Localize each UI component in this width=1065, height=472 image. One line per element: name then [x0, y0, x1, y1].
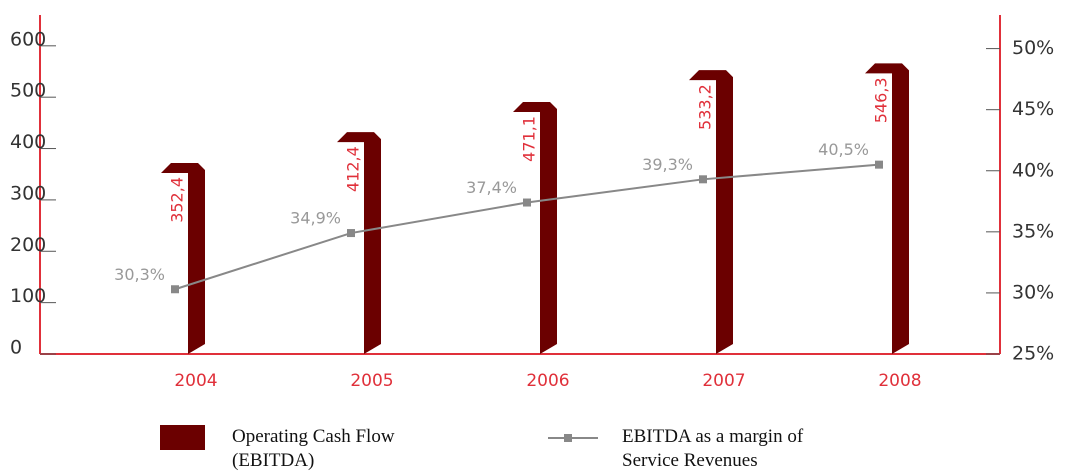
- line: [174, 163, 880, 291]
- y-tick-label: 0: [10, 337, 22, 359]
- line-value-label: 30,3%: [114, 265, 165, 284]
- y-tick-label: 300: [10, 182, 46, 204]
- line-marker: [875, 160, 883, 169]
- line-marker: [171, 285, 179, 294]
- bar: [513, 102, 557, 354]
- y-tick-label: 600: [10, 28, 46, 50]
- legend-label: EBITDA as a margin of Service Revenues: [622, 426, 804, 471]
- bar-value-label: 412,4: [344, 146, 363, 192]
- y2-tick-label: 45%: [1012, 98, 1054, 120]
- bar: [689, 70, 733, 354]
- y2-tick-label: 25%: [1012, 343, 1054, 365]
- x-tick-label: 2005: [350, 371, 393, 391]
- legend-label: Operating Cash Flow (EBITDA): [232, 426, 395, 471]
- y2-tick-label: 30%: [1012, 281, 1054, 303]
- line-marker: [347, 229, 355, 238]
- y-tick-label: 500: [10, 80, 46, 102]
- line-marker: [699, 175, 707, 184]
- line-value-label: 37,4%: [466, 178, 517, 197]
- bar-value-label: 533,2: [696, 84, 715, 130]
- y-tick-label: 400: [10, 131, 46, 153]
- bar: [337, 132, 381, 354]
- line-value-label: 40,5%: [818, 140, 869, 159]
- x-tick-label: 2004: [174, 371, 217, 391]
- line-value-label: 34,9%: [290, 209, 341, 228]
- bar-value-label: 471,1: [520, 116, 539, 162]
- x-tick-label: 2008: [878, 371, 921, 391]
- y-tick-label: 100: [10, 285, 46, 307]
- bar: [161, 162, 205, 354]
- x-tick-label: 2006: [526, 371, 569, 391]
- y2-tick-label: 50%: [1012, 37, 1054, 59]
- x-tick-label: 2007: [702, 371, 745, 391]
- line-marker: [523, 198, 531, 207]
- legend-swatch: [564, 434, 572, 442]
- y2-tick-label: 35%: [1012, 220, 1054, 242]
- bar-value-label: 352,4: [168, 177, 187, 223]
- line-value-label: 39,3%: [642, 155, 693, 174]
- bar: [865, 63, 909, 355]
- y2-tick-label: 40%: [1012, 159, 1054, 181]
- legend-swatch: [160, 425, 205, 450]
- bar-value-label: 546,3: [872, 77, 891, 123]
- y-tick-label: 200: [10, 234, 46, 256]
